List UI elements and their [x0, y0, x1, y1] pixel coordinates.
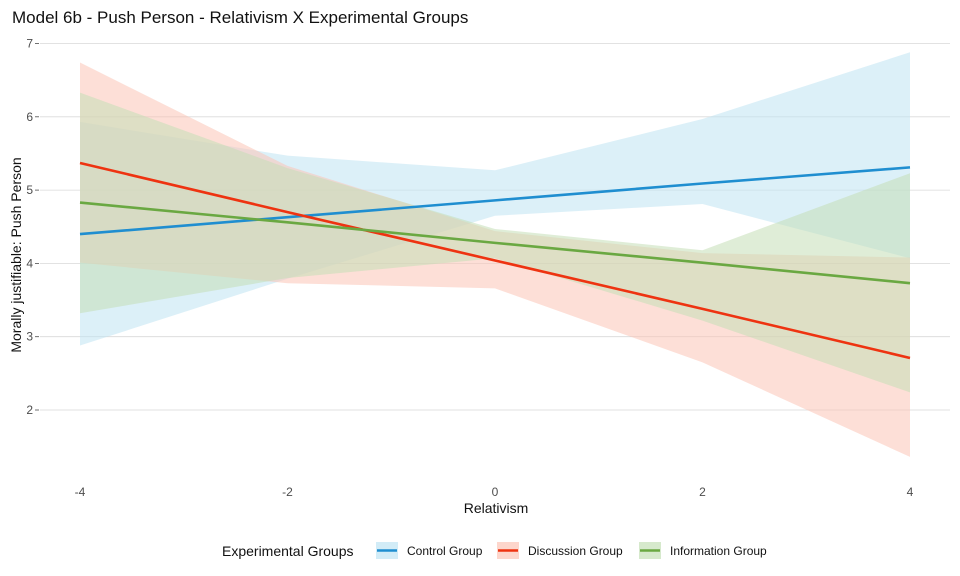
chart-title: Model 6b - Push Person - Relativism X Ex…	[12, 8, 468, 27]
legend-title: Experimental Groups	[222, 543, 354, 559]
x-tick-label: 4	[907, 485, 914, 499]
y-tick-label: 4	[26, 256, 33, 270]
y-tick-label: 6	[26, 110, 33, 124]
y-tick-label: 3	[26, 330, 33, 344]
series-line-information-group	[79, 201, 911, 285]
x-axis-ticks: -4 -2 0 2 4	[75, 485, 914, 499]
x-tick-label: -4	[75, 485, 86, 499]
x-axis-title: Relativism	[464, 500, 529, 516]
series-line-discussion-group	[79, 161, 911, 360]
x-tick-label: -2	[282, 485, 293, 499]
y-tick-label: 2	[26, 403, 33, 417]
x-tick-label: 0	[492, 485, 499, 499]
confidence-bands	[80, 52, 910, 457]
y-axis-title: Morally justifiable: Push Person	[8, 157, 24, 352]
x-tick-label: 2	[699, 485, 706, 499]
series-line-control-group	[79, 166, 911, 236]
legend: Experimental Groups Control Group Discuss…	[222, 542, 767, 559]
y-tick-label: 5	[26, 183, 33, 197]
series-lines	[79, 161, 911, 360]
legend-label: Information Group	[670, 544, 767, 558]
y-tick-label: 7	[26, 37, 33, 51]
legend-label: Control Group	[407, 544, 483, 558]
legend-label: Discussion Group	[528, 544, 623, 558]
y-axis-ticks: 2 3 4 5 6 7	[26, 37, 39, 417]
